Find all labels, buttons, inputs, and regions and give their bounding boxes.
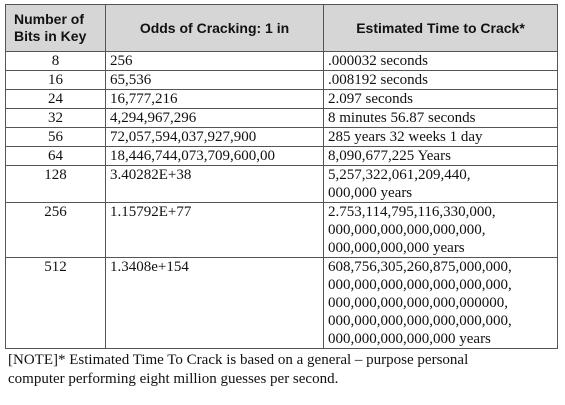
- header-bits-line-1: Number of: [14, 11, 84, 27]
- cell-odds: 16,777,216: [105, 89, 324, 109]
- cell-time-to-crack: 8,090,677,225 Years: [323, 146, 558, 166]
- time-line: 000,000 years: [328, 185, 413, 201]
- header-bits-line-2: Bits in Key: [14, 28, 87, 44]
- time-line: 8,090,677,225 Years: [328, 148, 451, 164]
- cell-bits: 24: [5, 89, 106, 109]
- cell-time-to-crack: 2.097 seconds: [323, 89, 558, 109]
- time-line: 8 minutes 56.87 seconds: [328, 110, 476, 126]
- cell-bits: 64: [5, 146, 106, 166]
- time-line: 5,257,322,061,209,440,: [328, 167, 471, 183]
- cell-odds: 1.3408e+154: [105, 257, 324, 349]
- table-row: 24 16,777,216 2.097 seconds: [5, 89, 558, 109]
- cell-odds: 72,057,594,037,927,900: [105, 127, 324, 147]
- footnote: [NOTE]* Estimated Time To Crack is based…: [5, 351, 557, 389]
- cell-bits: 8: [5, 51, 106, 71]
- table-row: 64 18,446,744,073,709,600,00 8,090,677,225…: [5, 146, 558, 166]
- table-row: 512 1.3408e+154 608,756,305,260,875,000,00…: [5, 257, 558, 349]
- cell-time-to-crack: 608,756,305,260,875,000,000, 000,000,000,…: [323, 257, 558, 349]
- cell-odds: 18,446,744,073,709,600,00: [105, 146, 324, 166]
- cell-bits: 56: [5, 127, 106, 147]
- time-line: .000032 seconds: [328, 53, 428, 69]
- cell-bits: 128: [5, 165, 106, 203]
- time-line: 000,000,000,000 years: [328, 240, 465, 256]
- time-line: 000,000,000,000,000,000,000,: [328, 277, 512, 293]
- cell-odds: 256: [105, 51, 324, 71]
- header-estimated-time: Estimated Time to Crack*: [323, 4, 558, 52]
- cell-time-to-crack: 8 minutes 56.87 seconds: [323, 108, 558, 128]
- table-row: 128 3.40282E+38 5,257,322,061,209,440, 000,…: [5, 165, 558, 203]
- table-row: 8 256.000032 seconds: [5, 51, 558, 71]
- cell-bits: 16: [5, 70, 106, 90]
- cell-odds: 1.15792E+77: [105, 202, 324, 258]
- header-odds-of-cracking: Odds of Cracking: 1 in: [105, 4, 324, 52]
- time-line: .008192 seconds: [328, 72, 428, 88]
- table-row: 256 1.15792E+77 2.753,114,795,116,330,000,…: [5, 202, 558, 258]
- footnote-line-1: [NOTE]* Estimated Time To Crack is based…: [8, 352, 469, 368]
- time-line: 2.097 seconds: [328, 91, 413, 107]
- time-line: 2.753,114,795,116,330,000,: [328, 204, 496, 220]
- cell-time-to-crack: .008192 seconds: [323, 70, 558, 90]
- time-line: 000,000,000,000,000 years: [328, 331, 491, 347]
- cell-time-to-crack: 2.753,114,795,116,330,000, 000,000,000,00…: [323, 202, 558, 258]
- cell-odds: 3.40282E+38: [105, 165, 324, 203]
- table-header-row: Number of Bits in Key Odds of Cracking: …: [5, 4, 558, 52]
- time-line: 000,000,000,000,000,000,: [328, 222, 486, 238]
- time-line: 608,756,305,260,875,000,000,: [328, 259, 512, 275]
- cell-time-to-crack: 5,257,322,061,209,440, 000,000 years: [323, 165, 558, 203]
- key-length-table: Number of Bits in Key Odds of Cracking: …: [5, 4, 558, 349]
- table-row: 16 65,536.008192 seconds: [5, 70, 558, 90]
- time-line: 000,000,000,000,000,000000,: [328, 295, 508, 311]
- header-bits-in-key: Number of Bits in Key: [5, 4, 106, 52]
- cell-bits: 256: [5, 202, 106, 258]
- document: Number of Bits in Key Odds of Cracking: …: [5, 4, 558, 389]
- table-body: 8 256.000032 seconds 16 65,536.008192 secon…: [5, 51, 558, 349]
- time-line: 000,000,000,000,000,000,000,: [328, 313, 512, 329]
- cell-time-to-crack: .000032 seconds: [323, 51, 558, 71]
- cell-odds: 65,536: [105, 70, 324, 90]
- time-line: 285 years 32 weeks 1 day: [328, 129, 483, 145]
- footnote-line-2: computer performing eight million guesse…: [8, 371, 339, 387]
- cell-bits: 32: [5, 108, 106, 128]
- table-row: 56 72,057,594,037,927,900 285 years 32 wee…: [5, 127, 558, 147]
- cell-odds: 4,294,967,296: [105, 108, 324, 128]
- cell-time-to-crack: 285 years 32 weeks 1 day: [323, 127, 558, 147]
- cell-bits: 512: [5, 257, 106, 349]
- table-row: 32 4,294,967,296 8 minutes 56.87 seconds: [5, 108, 558, 128]
